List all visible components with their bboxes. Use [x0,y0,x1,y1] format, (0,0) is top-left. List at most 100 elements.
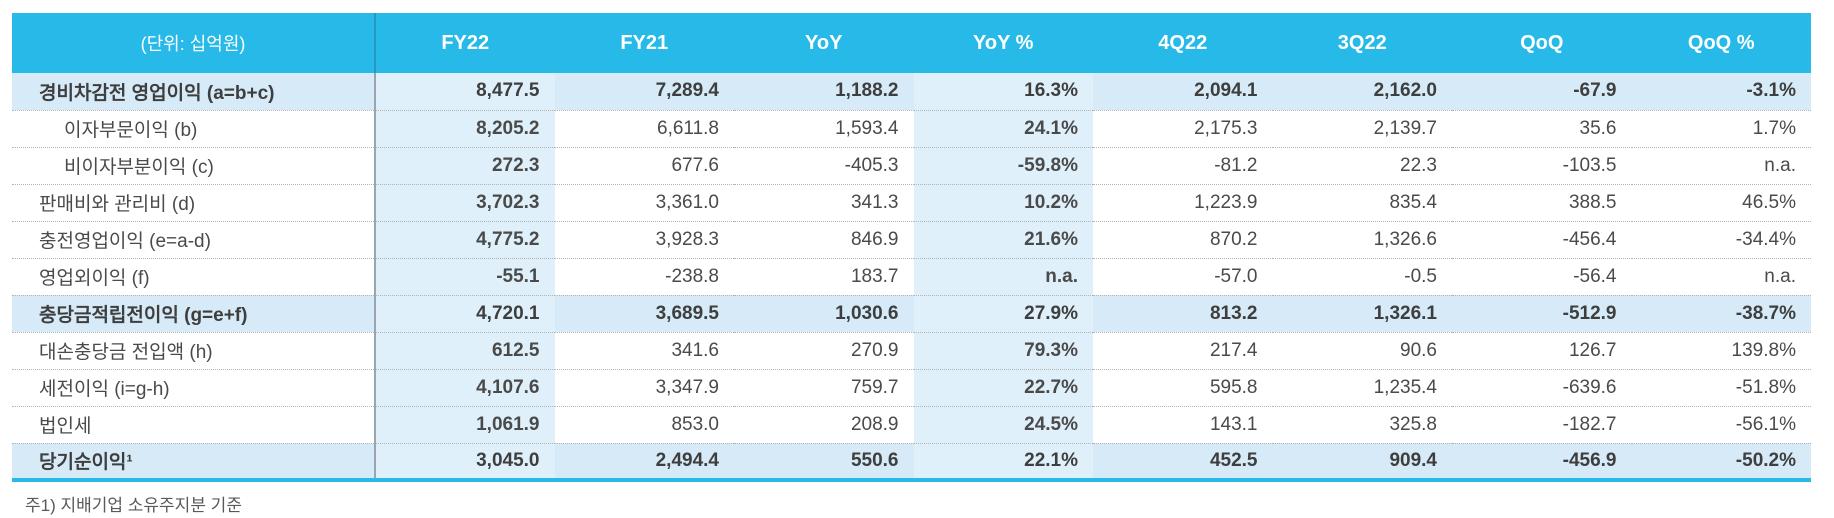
value-cell: 853.0 [554,405,734,443]
value-cell: 1.7% [1631,109,1811,147]
value-cell: -81.2 [1093,146,1273,184]
value-cell: n.a. [1631,257,1811,295]
table-row: 대손충당금 전입액 (h) 612.5 341.6 270.9 79.3% 217.4 9… [12,331,1811,369]
column-header-fy22: FY22 [375,13,555,73]
value-cell: 27.9% [913,294,1093,332]
value-cell: 8,477.5 [375,73,555,110]
value-cell: 909.4 [1272,442,1452,480]
value-cell: -456.4 [1452,220,1632,258]
table-header: (단위: 십억원) FY22 FY21 YoY YoY % 4Q22 3Q22 QoQ QoQ… [12,13,1811,73]
table-row: 세전이익 (i=g-h) 4,107.6 3,347.9 759.7 22.7% 595… [12,368,1811,406]
value-cell: -512.9 [1452,294,1632,332]
value-cell: 46.5% [1631,183,1811,221]
header-row: (단위: 십억원) FY22 FY21 YoY YoY % 4Q22 3Q22 QoQ QoQ… [12,13,1811,73]
value-cell: 388.5 [1452,183,1632,221]
value-cell: 272.3 [375,146,555,184]
value-cell: 90.6 [1272,331,1452,369]
column-header-4q22: 4Q22 [1093,13,1273,73]
value-cell: 22.1% [913,442,1093,480]
value-cell: -0.5 [1272,257,1452,295]
row-label: 충당금적립전이익 (g=e+f) [12,294,376,332]
row-label: 비이자부분이익 (c) [12,146,376,184]
table-row: 이자부문이익 (b) 8,205.2 6,611.8 1,593.4 24.1% 2,1… [12,109,1811,147]
value-cell: 3,689.5 [554,294,734,332]
value-cell: 452.5 [1093,442,1273,480]
value-cell: -639.6 [1452,368,1632,406]
value-cell: 3,361.0 [554,183,734,221]
value-cell: 24.5% [913,405,1093,443]
value-cell: 6,611.8 [554,109,734,147]
value-cell: 21.6% [913,220,1093,258]
value-cell: 3,702.3 [375,183,555,221]
value-cell: 24.1% [913,109,1093,147]
value-cell: 595.8 [1093,368,1273,406]
value-cell: -55.1 [375,257,555,295]
value-cell: 612.5 [375,331,555,369]
value-cell: 143.1 [1093,405,1273,443]
value-cell: 835.4 [1272,183,1452,221]
value-cell: 1,326.6 [1272,220,1452,258]
value-cell: 126.7 [1452,331,1632,369]
unit-label: (단위: 십억원) [12,13,376,73]
table-row: 경비차감전 영업이익 (a=b+c) 8,477.5 7,289.4 1,188.2… [12,73,1811,110]
income-statement-summary: (단위: 십억원) FY22 FY21 YoY YoY % 4Q22 3Q22 QoQ QoQ… [12,13,1811,482]
value-cell: 16.3% [913,73,1093,110]
value-cell: 2,139.7 [1272,109,1452,147]
value-cell: 35.6 [1452,109,1632,147]
table-body: 경비차감전 영업이익 (a=b+c) 8,477.5 7,289.4 1,188.2… [12,73,1811,480]
value-cell: 270.9 [734,331,914,369]
value-cell: -50.2% [1631,442,1811,480]
value-cell: -56.4 [1452,257,1632,295]
value-cell: -3.1% [1631,73,1811,110]
value-cell: 3,347.9 [554,368,734,406]
value-cell: 341.6 [554,331,734,369]
financial-summary-table: (단위: 십억원) FY22 FY21 YoY YoY % 4Q22 3Q22 QoQ QoQ… [12,13,1811,482]
value-cell: -51.8% [1631,368,1811,406]
value-cell: 22.3 [1272,146,1452,184]
table-row: 판매비와 관리비 (d) 3,702.3 3,361.0 341.3 10.2% 1,2… [12,183,1811,221]
value-cell: -67.9 [1452,73,1632,110]
column-header-yoy-: YoY % [913,13,1093,73]
value-cell: -103.5 [1452,146,1632,184]
row-label: 당기순이익¹ [12,442,376,480]
column-header-qoq-: QoQ % [1631,13,1811,73]
value-cell: -456.9 [1452,442,1632,480]
value-cell: 677.6 [554,146,734,184]
row-label: 세전이익 (i=g-h) [12,368,376,406]
column-header-fy21: FY21 [554,13,734,73]
table-row: 충전영업이익 (e=a-d) 4,775.2 3,928.3 846.9 21.6% 8… [12,220,1811,258]
value-cell: n.a. [1631,146,1811,184]
value-cell: 759.7 [734,368,914,406]
value-cell: 846.9 [734,220,914,258]
value-cell: -182.7 [1452,405,1632,443]
value-cell: -405.3 [734,146,914,184]
value-cell: 8,205.2 [375,109,555,147]
value-cell: 1,188.2 [734,73,914,110]
column-header-yoy: YoY [734,13,914,73]
value-cell: 1,235.4 [1272,368,1452,406]
value-cell: 2,175.3 [1093,109,1273,147]
value-cell: 4,107.6 [375,368,555,406]
value-cell: 3,045.0 [375,442,555,480]
value-cell: 341.3 [734,183,914,221]
column-header-qoq: QoQ [1452,13,1632,73]
table-row: 영업외이익 (f) -55.1 -238.8 183.7 n.a. -57.0 -0.5-… [12,257,1811,295]
value-cell: 870.2 [1093,220,1273,258]
value-cell: 1,030.6 [734,294,914,332]
value-cell: -238.8 [554,257,734,295]
value-cell: 139.8% [1631,331,1811,369]
value-cell: n.a. [913,257,1093,295]
value-cell: -34.4% [1631,220,1811,258]
value-cell: 550.6 [734,442,914,480]
value-cell: 7,289.4 [554,73,734,110]
value-cell: 10.2% [913,183,1093,221]
value-cell: 4,775.2 [375,220,555,258]
table-row: 당기순이익¹ 3,045.0 2,494.4 550.6 22.1% 452.5 909.… [12,442,1811,480]
value-cell: 208.9 [734,405,914,443]
value-cell: 183.7 [734,257,914,295]
value-cell: 1,223.9 [1093,183,1273,221]
value-cell: 813.2 [1093,294,1273,332]
value-cell: 217.4 [1093,331,1273,369]
row-label: 대손충당금 전입액 (h) [12,331,376,369]
row-label: 판매비와 관리비 (d) [12,183,376,221]
